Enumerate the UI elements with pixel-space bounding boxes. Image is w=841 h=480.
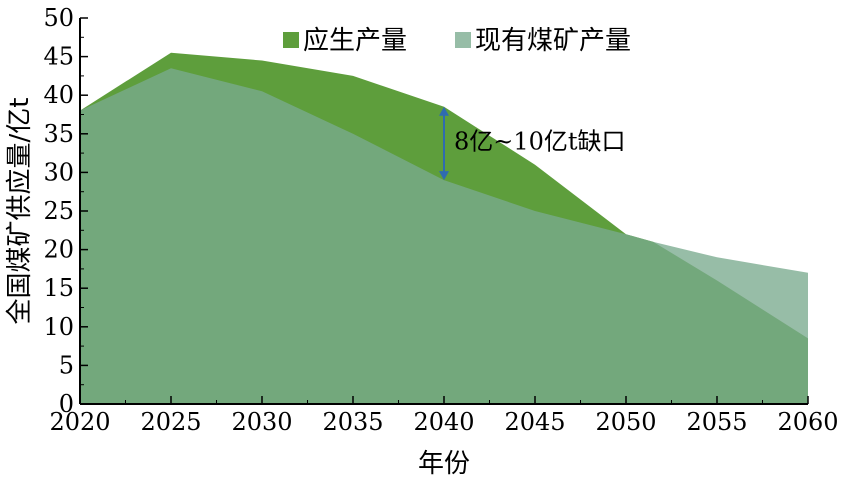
x-tick-label: 2045 [504,408,565,436]
x-tick-label: 2035 [322,408,383,436]
x-tick-label: 2025 [140,408,201,436]
gap-arrow-head-up [439,106,449,116]
y-tick-label: 30 [43,158,74,186]
y-tick-label: 10 [43,313,74,341]
y-tick-label: 25 [43,197,74,225]
x-tick-label: 2030 [231,408,292,436]
gap-annotation-label: 8亿~10亿t缺口 [454,128,626,156]
gap-arrow-head-down [439,171,449,181]
legend-swatch-1 [283,32,299,48]
y-tick-label: 15 [43,274,74,302]
legend-label-1: 应生产量 [303,26,407,56]
x-tick-label: 2040 [413,408,474,436]
y-tick-label: 0 [59,390,74,418]
x-tick-label: 2020 [49,408,110,436]
y-tick-label: 50 [43,4,74,32]
y-tick-label: 35 [43,120,74,148]
y-tick-label: 45 [43,43,74,71]
y-ticks: 0 5 10 15 20 25 30 35 40 45 50 [43,4,88,418]
y-tick-label: 20 [43,236,74,264]
x-tick-label: 2050 [595,408,656,436]
x-tick-label: 2055 [686,408,747,436]
y-tick-label: 40 [43,81,74,109]
y-tick-label: 5 [59,351,74,379]
gap-annotation: 8亿~10亿t缺口 [439,106,626,181]
legend-label-2: 现有煤矿产量 [475,26,631,56]
legend-swatch-2 [455,32,471,48]
y-axis-title: 全国煤矿供应量/亿t [5,98,35,325]
plot-areas [80,52,808,404]
x-axis-title: 年份 [418,449,470,479]
x-tick-label: 2060 [777,408,838,436]
legend: 应生产量 现有煤矿产量 [283,26,631,56]
area-series-2 [80,68,808,404]
x-ticks: 2020 2025 2030 2035 2040 2045 2050 2055 2060 [49,396,839,436]
